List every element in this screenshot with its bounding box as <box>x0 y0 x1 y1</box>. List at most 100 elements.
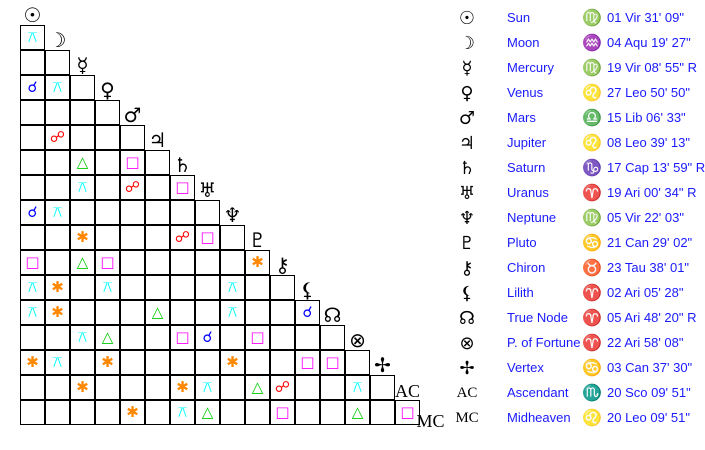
aspect-cell-chiron-mercury: △ <box>70 250 95 275</box>
aspect-cell-saturn-venus <box>95 150 120 175</box>
quincunx-icon: ⚻ <box>77 328 88 346</box>
aspect-cell-chiron-pluto: ✱ <box>245 250 270 275</box>
aspect-cell-lilith-mars <box>120 275 145 300</box>
aspect-cell-true-node-saturn <box>170 300 195 325</box>
neptune-icon: ♆ <box>458 208 476 229</box>
body-position: 20 Leo 09' 51" <box>607 410 691 425</box>
aspect-cell-mercury-moon <box>45 50 70 75</box>
zodiac-sign-icon: ♍ <box>582 10 602 27</box>
aspect-cell-pluto-uranus: □ <box>195 225 220 250</box>
aspect-cell-chiron-saturn <box>170 250 195 275</box>
aspect-cell-mars-venus <box>95 100 120 125</box>
trine-icon: △ <box>251 378 264 396</box>
square-icon: □ <box>250 328 265 346</box>
aspect-cell-true-node-chiron <box>270 300 295 325</box>
aspect-cell-neptune-moon: ⚻ <box>45 200 70 225</box>
body-name: P. of Fortune <box>507 335 581 350</box>
body-name: Jupiter <box>507 135 547 150</box>
body-name: Uranus <box>507 185 549 200</box>
trine-icon: △ <box>76 153 89 171</box>
aspect-cell-ascendant-pluto: △ <box>245 375 270 400</box>
aspect-cell-lilith-moon: ✱ <box>45 275 70 300</box>
aspect-cell-ascendant-uranus: ⚻ <box>195 375 220 400</box>
aspect-cell-vertex-mars <box>120 350 145 375</box>
trine-icon: △ <box>101 328 114 346</box>
aspect-cell-chiron-neptune <box>220 250 245 275</box>
ascendant-icon: AC <box>395 381 421 401</box>
sextile-icon: ✱ <box>251 253 264 271</box>
mars-icon: ♂ <box>123 103 142 127</box>
square-icon: □ <box>400 403 415 421</box>
aspect-cell-lilith-sun: ⚻ <box>20 275 45 300</box>
square-icon: □ <box>300 353 315 371</box>
aspect-cell-uranus-mars: ☍ <box>120 175 145 200</box>
body-name: Sun <box>507 10 531 25</box>
midheaven-icon: MC <box>455 410 479 426</box>
aspect-cell-pluto-mercury: ✱ <box>70 225 95 250</box>
uranus-icon: ♅ <box>198 178 217 202</box>
list-item-uranus: ♅ Uranus ♈ 19 Ari 00' 34" R <box>0 180 697 205</box>
zodiac-sign-icon: ♌ <box>582 410 602 427</box>
aspect-cell-pluto-jupiter <box>145 225 170 250</box>
aspect-cell-true-node-pluto <box>245 300 270 325</box>
aspect-cell-p-of-fortune-uranus: ☌ <box>195 325 220 350</box>
aspect-grid: ⚻ ☌ ⚻ ☍ △ □ ⚻ ☍ □ ☌ ⚻ ✱ ☍ □ □ △ □ ✱ ⚻ ✱ ⚻ ⚻ ⚻ ✱ △ ⚻ ☌ ⚻ △ □ ☌ □ ✱ ⚻ ✱ ✱ □ □ ✱ ✱… <box>20 5 445 431</box>
list-item-mercury: ☿ Mercury ♍ 19 Vir 08' 55" R <box>0 55 697 80</box>
aspect-cell-pluto-saturn: ☍ <box>170 225 195 250</box>
body-position: 17 Cap 13' 59" R <box>607 160 705 175</box>
aspect-cell-ascendant-moon <box>45 375 70 400</box>
midheaven-icon: MC <box>416 411 445 431</box>
aspect-cell-midheaven-vertex <box>370 400 395 425</box>
lilith-icon: ⚸ <box>300 278 315 302</box>
opposition-icon: ☍ <box>49 128 66 146</box>
list-item-vertex: ✢ Vertex ♋ 03 Can 37' 30" <box>0 355 692 380</box>
aspect-cell-pluto-neptune <box>220 225 245 250</box>
jupiter-icon: ♃ <box>148 128 167 152</box>
venus-icon: ♀ <box>100 78 115 102</box>
aspect-cell-midheaven-saturn: ⚻ <box>170 400 195 425</box>
aspect-cell-p-of-fortune-pluto: □ <box>245 325 270 350</box>
conjunction-icon: ☌ <box>202 328 213 346</box>
chiron-icon: ⚷ <box>460 258 474 279</box>
body-name: True Node <box>507 310 568 325</box>
body-name: Vertex <box>507 360 544 375</box>
body-name: Lilith <box>507 285 534 300</box>
uranus-icon: ♅ <box>458 183 476 204</box>
body-position: 03 Can 37' 30" <box>607 360 693 375</box>
aspect-cell-saturn-jupiter <box>145 150 170 175</box>
venus-icon: ♀ <box>460 83 474 104</box>
body-position: 20 Sco 09' 51" <box>607 385 691 400</box>
body-position: 19 Vir 08' 55" R <box>607 60 697 75</box>
aspect-cell-vertex-lilith: □ <box>295 350 320 375</box>
body-name: Mercury <box>507 60 554 75</box>
aspect-cell-midheaven-moon <box>45 400 70 425</box>
list-item-jupiter: ♃ Jupiter ♌ 08 Leo 39' 13" <box>0 130 690 155</box>
pluto-icon: ♇ <box>458 233 476 254</box>
aspect-cell-midheaven-jupiter <box>145 400 170 425</box>
true-node-icon: ☊ <box>323 303 342 327</box>
aspect-cell-p-of-fortune-lilith <box>295 325 320 350</box>
aspect-cell-midheaven-uranus: △ <box>195 400 220 425</box>
body-position: 23 Tau 38' 01" <box>607 260 690 275</box>
body-position: 05 Ari 48' 20" R <box>607 310 697 325</box>
aspect-cell-true-node-mars <box>120 300 145 325</box>
conjunction-icon: ☌ <box>27 78 38 96</box>
square-icon: □ <box>325 353 340 371</box>
quincunx-icon: ⚻ <box>202 378 213 396</box>
aspect-cell-ascendant-vertex <box>370 375 395 400</box>
zodiac-sign-icon: ♎ <box>582 110 602 127</box>
aspect-cell-chiron-sun: □ <box>20 250 45 275</box>
zodiac-sign-icon: ♑ <box>582 160 602 177</box>
zodiac-sign-icon: ♍ <box>582 210 602 227</box>
aspect-cell-venus-mercury <box>70 75 95 100</box>
aspect-cell-vertex-p-of-fortune <box>345 350 370 375</box>
body-position: 22 Ari 58' 08" <box>607 335 684 350</box>
aspect-cell-vertex-saturn <box>170 350 195 375</box>
aspect-cell-mars-moon <box>45 100 70 125</box>
zodiac-sign-icon: ♈ <box>582 310 602 327</box>
aspect-cell-mars-mercury <box>70 100 95 125</box>
aspect-cell-ascendant-sun <box>20 375 45 400</box>
body-position: 15 Lib 06' 33" <box>607 110 686 125</box>
quincunx-icon: ⚻ <box>52 203 63 221</box>
body-position: 01 Vir 31' 09" <box>607 10 684 25</box>
